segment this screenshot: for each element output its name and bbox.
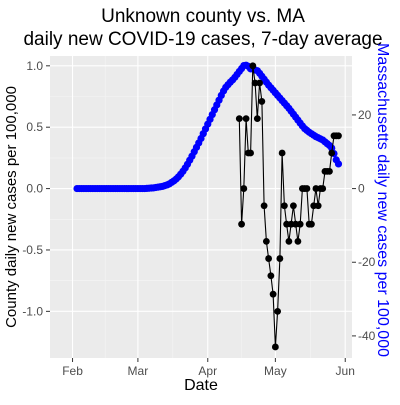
x-tick-label: May bbox=[264, 364, 287, 378]
y-left-tick-label: -0.5 bbox=[22, 243, 43, 257]
county-point bbox=[247, 149, 254, 157]
y-left-tick-label: 1.0 bbox=[26, 59, 43, 73]
y-right-tick-label: -40 bbox=[358, 329, 376, 343]
county-point bbox=[319, 185, 327, 192]
county-point bbox=[253, 115, 261, 123]
county-point bbox=[258, 98, 266, 105]
plot-panel bbox=[50, 56, 352, 358]
ma-point bbox=[328, 144, 336, 152]
county-point bbox=[278, 149, 286, 157]
county-point bbox=[294, 237, 302, 245]
county-point bbox=[260, 202, 268, 210]
county-point bbox=[265, 255, 273, 262]
y-axis-left-label: County daily new cases per 100,000 bbox=[3, 86, 20, 328]
county-point bbox=[235, 115, 243, 123]
ma-point bbox=[334, 160, 343, 168]
county-point bbox=[326, 167, 333, 175]
x-tick-label: Mar bbox=[128, 364, 149, 378]
y-left-tick-label: 0.0 bbox=[26, 182, 43, 196]
county-point bbox=[296, 220, 304, 228]
county-point bbox=[269, 290, 277, 298]
county-point bbox=[290, 202, 297, 210]
county-point bbox=[285, 237, 293, 245]
county-point bbox=[249, 62, 257, 70]
chart-title: Unknown county vs. MA bbox=[101, 6, 305, 27]
y-right-tick-label: 20 bbox=[358, 108, 372, 122]
county-point bbox=[308, 220, 315, 228]
y-left-tick-label: 0.5 bbox=[26, 120, 43, 134]
county-point bbox=[267, 272, 275, 280]
county-point bbox=[328, 149, 336, 157]
county-point bbox=[238, 220, 245, 228]
county-point bbox=[256, 79, 263, 87]
county-point bbox=[271, 343, 279, 351]
y-right-tick-label: -20 bbox=[358, 255, 376, 269]
y-right-tick-label: 0 bbox=[358, 182, 365, 196]
county-point bbox=[303, 185, 311, 192]
county-point bbox=[242, 115, 250, 123]
county-point bbox=[274, 307, 282, 315]
county-point bbox=[240, 185, 248, 192]
county-point bbox=[276, 255, 284, 262]
x-tick-label: Feb bbox=[62, 364, 83, 378]
chart-subtitle: daily new COVID-19 cases, 7-day average bbox=[23, 29, 382, 50]
series-county bbox=[235, 62, 342, 351]
county-point bbox=[262, 237, 270, 245]
x-tick-label: Apr bbox=[198, 364, 217, 378]
county-point bbox=[335, 132, 342, 140]
county-point bbox=[314, 202, 322, 210]
x-axis-label: Date bbox=[184, 377, 218, 394]
x-tick-label: Jun bbox=[336, 364, 355, 378]
y-axis-right-label: Massachusetts daily new cases per 100,00… bbox=[374, 43, 391, 357]
axes: -1.0 -0.5 0.0 0.5 1.0 Feb Mar Apr May Jun -40 -20 0 2… bbox=[22, 59, 375, 378]
county-point bbox=[280, 202, 288, 210]
y-left-tick-label: -1.0 bbox=[22, 304, 43, 318]
